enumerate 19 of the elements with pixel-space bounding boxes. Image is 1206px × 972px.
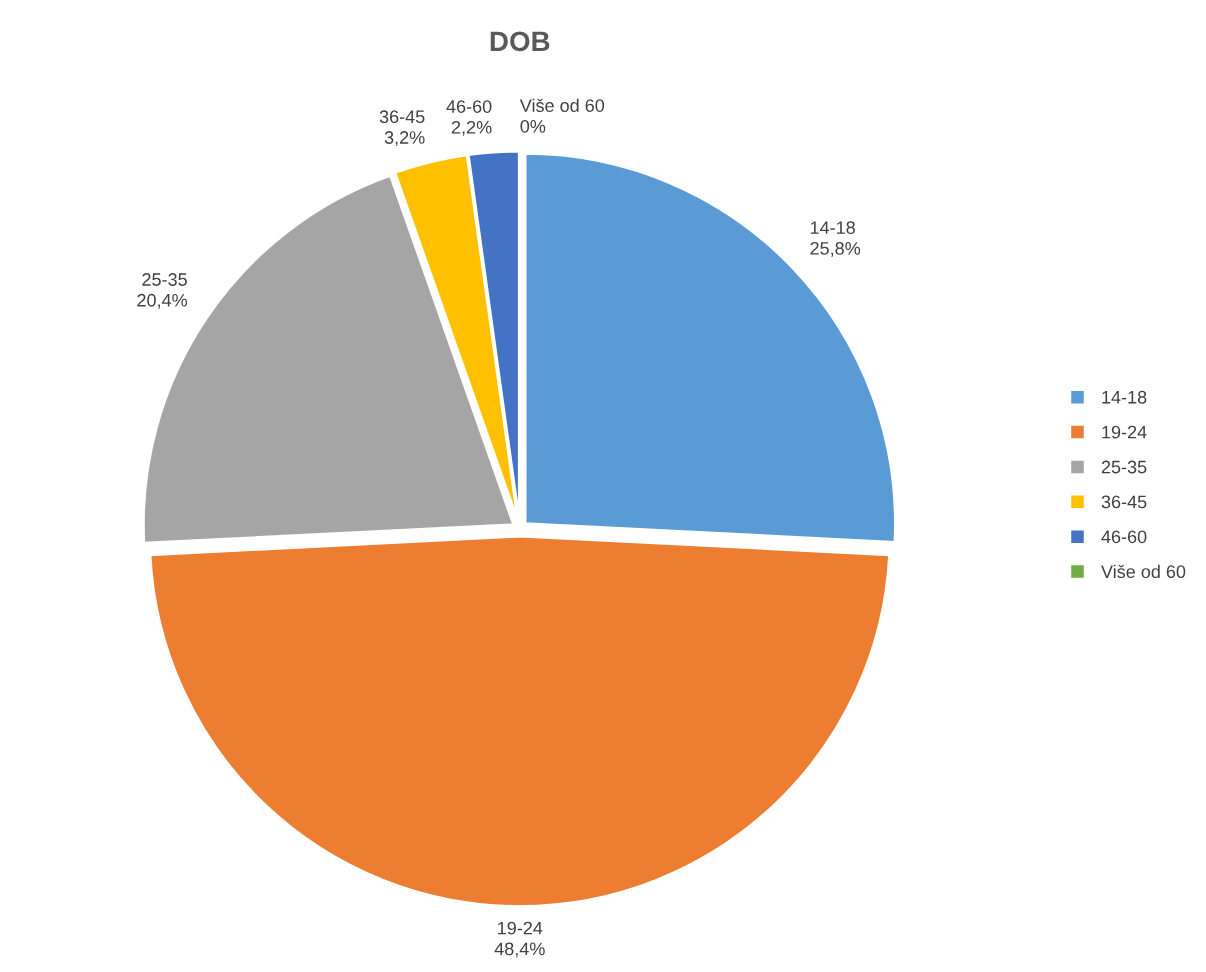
slice-label: 19-24 <box>498 921 543 935</box>
legend-label: 14-18 <box>1102 390 1147 404</box>
legend-label: 46-60 <box>1101 530 1147 544</box>
slice-label: 36-45 <box>379 110 425 124</box>
slice-label: 25-35 <box>142 273 187 286</box>
category-label: Više od 60 <box>519 98 605 112</box>
slice-label: 46-60 <box>446 100 492 113</box>
data-label: 48,4% <box>494 942 545 958</box>
legend-label: 25-35 <box>1101 460 1147 474</box>
legend-label: 19-24 <box>1102 425 1147 439</box>
data-label: 2,2% <box>451 120 492 136</box>
data-label: 20,4% <box>137 293 188 309</box>
data-label: 25,8% <box>810 241 861 257</box>
data-label: 3,2% <box>384 131 425 147</box>
text: 0% <box>520 119 546 133</box>
legend-label: Više od 60 <box>1101 564 1186 579</box>
slice-label: 14-18 <box>810 221 855 234</box>
chart-title: DOB <box>490 31 550 52</box>
legend-label: 36-45 <box>1101 495 1147 509</box>
